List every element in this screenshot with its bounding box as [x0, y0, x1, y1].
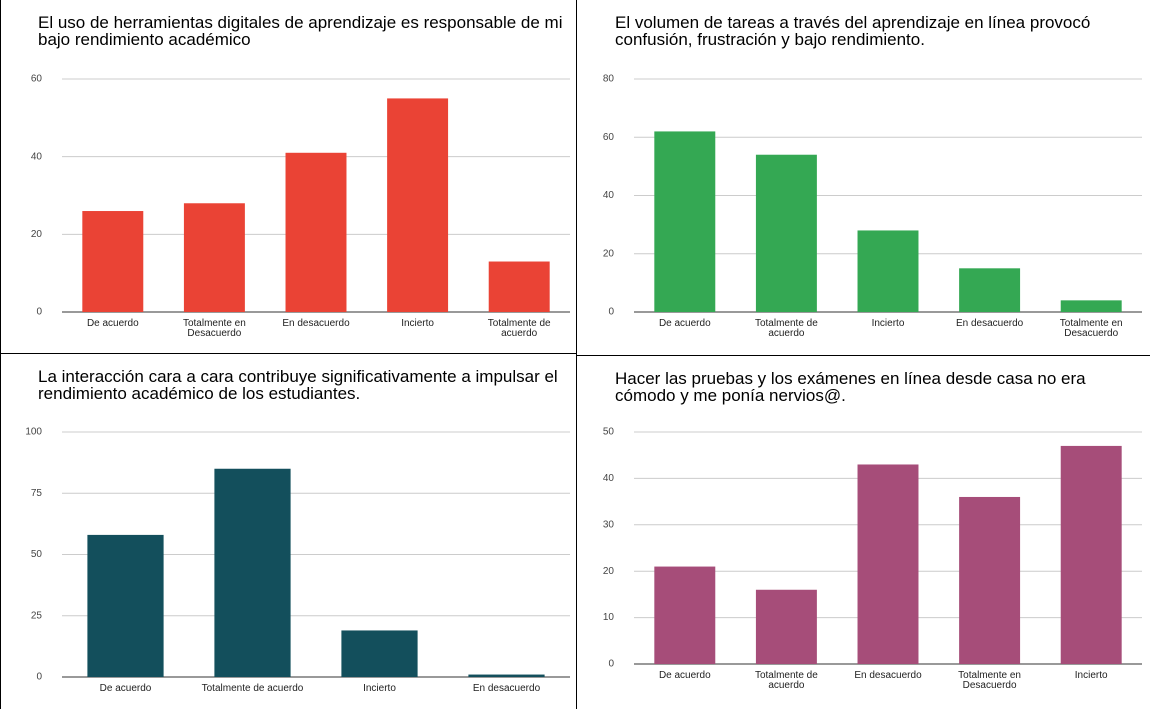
x-tick-label: Incierto	[1074, 670, 1108, 681]
x-tick-label: En desacuerdo	[955, 318, 1024, 329]
x-tick-label: Totalmente en Desacuerdo	[958, 670, 1021, 691]
chart-panel: El uso de herramientas digitales de apre…	[0, 0, 576, 353]
bar	[959, 268, 1021, 312]
y-tick-label: 0	[36, 307, 42, 318]
y-tick-label: 60	[603, 132, 615, 143]
x-tick-label: De acuerdo	[99, 683, 152, 694]
bar	[959, 496, 1021, 664]
chart-panel: Hacer las pruebas y los exámenes en líne…	[577, 356, 1150, 709]
x-tick-label: Totalmente de acuerdo	[487, 318, 551, 339]
bar	[488, 261, 550, 312]
y-tick-label: 100	[25, 427, 42, 438]
chart: 0 25 50 75 100	[25, 427, 570, 683]
y-tick-label: 40	[603, 473, 615, 484]
x-tick-label: De acuerdo	[658, 318, 711, 329]
x-tick-label: En desacuerdo	[472, 683, 541, 694]
x-tick-label: Totalmente de acuerdo	[754, 318, 818, 339]
y-tick-label: 60	[31, 74, 43, 85]
x-tick-label: Incierto	[871, 318, 905, 329]
bar	[183, 203, 245, 312]
bar	[755, 154, 817, 312]
x-tick-label: Incierto	[401, 318, 434, 329]
y-tick-label: 20	[31, 229, 43, 240]
x-tick-label: Totalmente de acuerdo	[201, 683, 304, 694]
y-tick-label: 30	[603, 519, 615, 530]
y-tick-label: 40	[603, 190, 615, 201]
bar	[654, 566, 716, 664]
y-tick-label: 20	[603, 248, 615, 259]
divider	[0, 0, 1, 709]
chart: 0 10 20 30 40 50	[603, 427, 1142, 670]
y-tick-label: 75	[31, 488, 43, 499]
bar	[214, 468, 291, 677]
bar	[387, 98, 449, 313]
chart-title: La interacción cara a cara contribuye si…	[38, 367, 558, 403]
chart: 0 20 40 60	[31, 74, 570, 318]
bar	[857, 464, 919, 664]
y-tick-label: 20	[603, 566, 615, 577]
y-tick-label: 0	[608, 307, 614, 318]
chart-title: El volumen de tareas a través del aprend…	[615, 13, 1091, 49]
bar	[1060, 445, 1122, 664]
chart-title: Hacer las pruebas y los exámenes en líne…	[615, 369, 1086, 405]
y-tick-label: 50	[603, 427, 615, 438]
divider	[576, 0, 577, 709]
x-tick-label: De acuerdo	[86, 318, 139, 329]
chart-panel: El volumen de tareas a través del aprend…	[577, 0, 1150, 355]
y-tick-label: 80	[603, 74, 615, 85]
y-tick-label: 25	[31, 610, 43, 621]
x-tick-label: De acuerdo	[658, 670, 711, 681]
divider	[0, 353, 577, 354]
x-tick-label: Totalmente en Desacuerdo	[1059, 318, 1123, 339]
bar	[341, 630, 418, 677]
divider	[577, 355, 1150, 356]
chart: 0 20 40 60 80	[603, 74, 1142, 318]
y-tick-label: 40	[31, 151, 43, 162]
bar	[285, 152, 347, 312]
bar	[1060, 300, 1122, 312]
x-tick-label: Incierto	[363, 683, 396, 694]
bar	[755, 589, 817, 664]
chart-panel: La interacción cara a cara contribuye si…	[0, 354, 576, 709]
y-tick-label: 50	[31, 549, 43, 560]
x-tick-label: En desacuerdo	[282, 318, 350, 329]
x-tick-label: En desacuerdo	[854, 670, 922, 681]
bar	[468, 674, 545, 677]
bar	[857, 230, 919, 312]
bar	[654, 131, 716, 312]
bar	[87, 534, 164, 677]
x-tick-label: Totalmente en Desacuerdo	[182, 318, 246, 339]
y-tick-label: 0	[36, 672, 42, 683]
y-tick-label: 10	[603, 612, 615, 623]
y-tick-label: 0	[608, 659, 614, 670]
bar	[82, 211, 144, 312]
x-tick-label: Totalmente de acuerdo	[754, 670, 818, 691]
chart-title: El uso de herramientas digitales de apre…	[38, 13, 563, 49]
